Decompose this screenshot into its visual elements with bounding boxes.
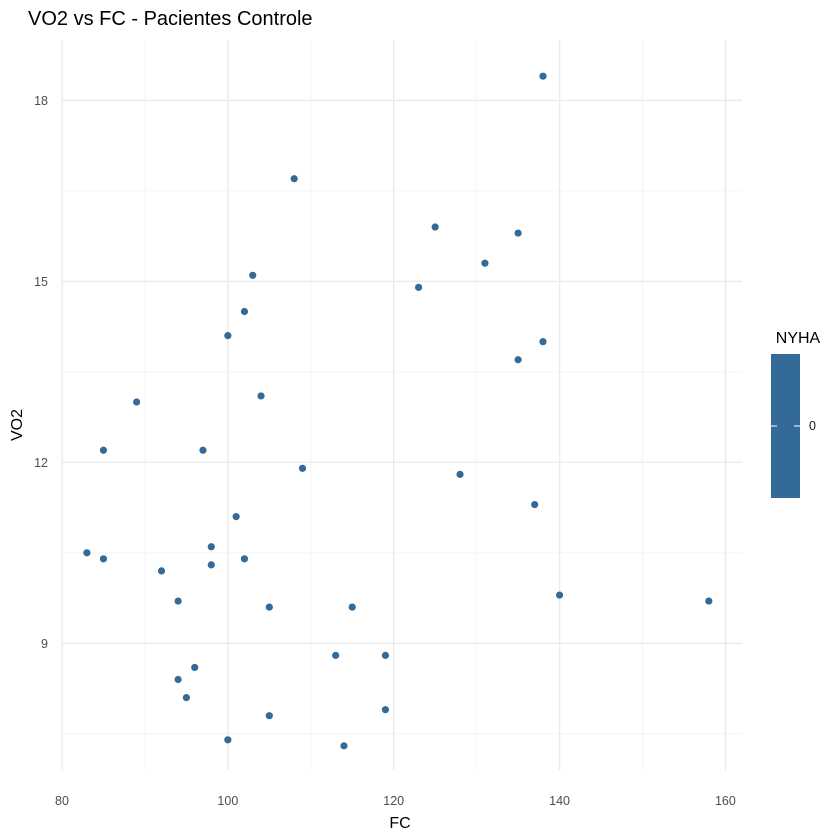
data-point [348,603,356,611]
data-point [298,464,307,472]
data-point [381,651,390,659]
data-point [191,663,199,672]
y-axis-ticks: 9 12 15 18 [34,94,48,651]
data-point [705,597,713,605]
data-point [133,398,141,406]
data-point [182,694,190,702]
y-tick-label: 18 [34,94,48,108]
legend: NYHA 0 [771,330,821,498]
x-axis-title: FC [389,815,410,832]
y-tick-label: 15 [34,275,48,289]
data-point [431,223,439,231]
data-point [224,736,232,744]
data-point [555,591,564,599]
legend-label: 0 [809,419,816,433]
data-point [207,543,215,551]
data-point [414,283,423,291]
x-tick-label: 140 [549,794,570,808]
major-gridlines [61,40,742,770]
data-point [265,603,273,611]
x-axis-ticks: 80 100 120 140 160 [55,794,736,808]
x-tick-label: 120 [383,794,404,808]
data-point [249,271,257,279]
chart-title: VO2 vs FC - Pacientes Controle [28,8,313,30]
data-point [99,555,108,563]
data-point [157,567,166,575]
x-tick-label: 160 [715,794,736,808]
data-point [224,332,232,340]
data-point [207,561,215,569]
data-points [83,72,713,750]
data-point [539,72,547,80]
data-point [514,356,522,364]
data-point [99,446,108,454]
x-tick-label: 100 [217,794,238,808]
data-point [257,392,265,400]
data-point [381,706,390,714]
data-point [232,513,240,521]
data-point [199,446,207,454]
data-point [174,675,182,684]
data-point [340,742,348,750]
minor-gridlines [62,40,742,770]
data-point [531,500,539,509]
data-point [174,597,182,605]
data-point [481,259,489,267]
data-point [83,549,91,557]
legend-title: NYHA [776,330,821,347]
x-tick-label: 80 [55,794,69,808]
data-point [456,470,464,478]
data-point [265,712,273,720]
data-point [240,307,249,316]
data-point [332,651,340,659]
data-point [290,175,298,183]
y-tick-label: 12 [34,456,48,470]
data-point [539,338,547,346]
data-point [240,555,249,563]
y-axis-title: VO2 [9,409,26,441]
data-point [514,229,522,237]
y-tick-label: 9 [41,637,48,651]
